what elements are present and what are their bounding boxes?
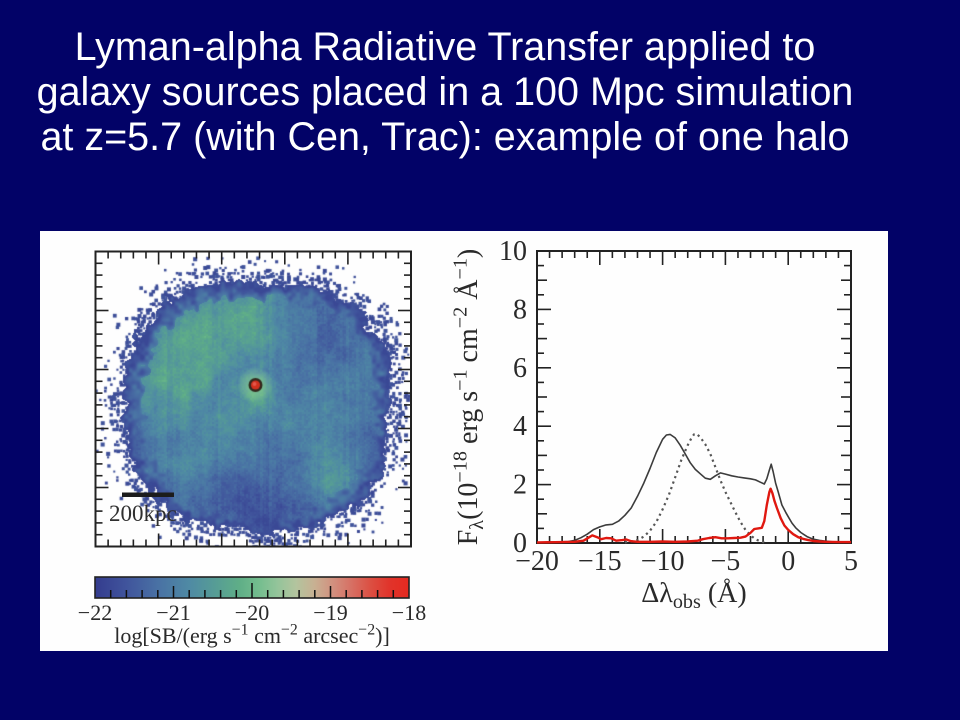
y-axis-label: Fλ​(10−18​ erg s−1​ cm−2​ Å−1​): [449, 249, 488, 546]
y-tick-label: 6: [513, 353, 527, 384]
x-tick-label: 5: [844, 546, 858, 577]
halo-surface-brightness-map: [96, 252, 411, 547]
spectrum-frame: [536, 250, 852, 544]
x-axis-label: Δλobs​ (Å): [641, 578, 746, 613]
colorbar-tick-label: −19: [313, 600, 347, 625]
x-tick-label: 0: [781, 546, 795, 577]
scalebar: [122, 492, 174, 497]
x-tick-label: −5: [711, 546, 741, 577]
colorbar-tick-label: −18: [392, 600, 426, 625]
spectrum-panel: −20 −15 −10 −5 0 5 0 2 4 6 8 10 Δλobs​ (Å) Fλ​(10−18​…: [449, 236, 858, 613]
title-line-3: at z=5.7 (with Cen, Trac): example of on…: [40, 115, 850, 159]
title-line-1: Lyman-alpha Radiative Transfer applied t…: [74, 25, 816, 69]
colorbar-tick-label: −20: [235, 600, 269, 625]
colorbar-axis-label: log[SB/(erg s−1​ cm−2​ arcsec−2​)]: [114, 622, 390, 648]
y-tick-label: 10: [499, 236, 527, 267]
spectrum-solid_black_curve: [536, 433, 852, 544]
spectrum-dotted_black_curve: [624, 432, 765, 544]
y-tick-label: 4: [513, 411, 527, 442]
y-tick-label: 8: [513, 294, 527, 325]
spectrum-red_curve: [536, 487, 851, 544]
x-tick-label: −15: [578, 546, 622, 577]
slide-title: Lyman-alpha Radiative Transfer applied t…: [0, 25, 890, 160]
x-tick-label: −10: [641, 546, 685, 577]
scalebar-label: 200kpc: [109, 501, 177, 526]
halo-map-frame: [94, 250, 412, 548]
colorbar-tick-label: −22: [78, 600, 112, 625]
x-tick-label: −20: [515, 546, 559, 577]
y-tick-label: 2: [513, 470, 527, 501]
title-line-2: galaxy sources placed in a 100 Mpc simul…: [36, 70, 854, 114]
colorbar-tick-label: −21: [156, 600, 190, 625]
y-tick-label: 0: [513, 528, 527, 559]
